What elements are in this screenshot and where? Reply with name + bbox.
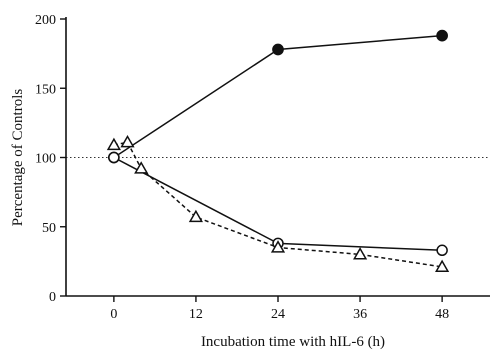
y-tick-label: 150 bbox=[35, 82, 56, 97]
axes: 0 50 100 150 200 0 12 24 36 48 bbox=[35, 13, 490, 322]
series-3-point bbox=[270, 240, 286, 253]
y-tick-label: 100 bbox=[35, 152, 56, 167]
x-axis-label: Incubation time with hIL-6 (h) bbox=[201, 334, 385, 350]
series-3-point bbox=[435, 259, 450, 273]
x-tick-label: 48 bbox=[435, 307, 449, 322]
series-1-point bbox=[436, 29, 448, 42]
y-axis-label: Percentage of Controls bbox=[10, 89, 26, 227]
y-tick-label: 0 bbox=[49, 290, 56, 305]
y-tick-label: 50 bbox=[42, 221, 56, 236]
x-tick-label: 12 bbox=[189, 307, 203, 322]
series-2-point bbox=[436, 244, 448, 257]
series-3-point bbox=[134, 161, 149, 174]
series-2-point bbox=[108, 151, 120, 164]
x-tick-label: 36 bbox=[353, 307, 367, 322]
x-tick-label: 24 bbox=[271, 307, 285, 322]
x-tick-label: 0 bbox=[110, 307, 117, 322]
series-3-point bbox=[106, 137, 121, 151]
series-3-point bbox=[120, 134, 135, 148]
series-3-point bbox=[188, 209, 203, 223]
series-1-point bbox=[272, 43, 284, 56]
y-tick-label: 200 bbox=[35, 13, 56, 28]
series-2-line bbox=[113, 156, 443, 252]
series-3-point bbox=[353, 247, 368, 260]
series-layer bbox=[106, 29, 450, 273]
